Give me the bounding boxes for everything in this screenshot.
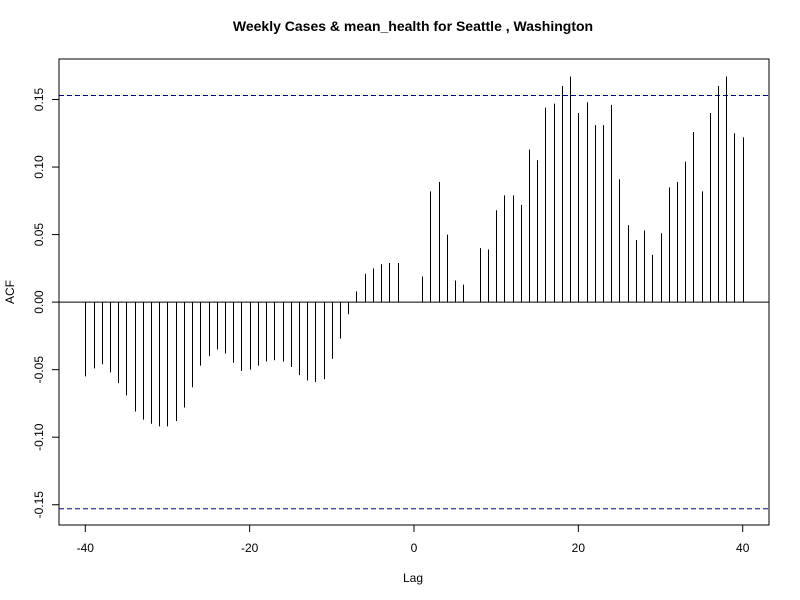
plot-area [59,76,769,510]
y-axis: -0.15 -0.10 -0.05 0.00 0.05 0.10 0.15 [32,88,59,519]
y-tick-label: -0.15 [32,491,46,519]
x-tick-label: -20 [241,541,259,555]
x-tick-label: 20 [572,541,586,555]
x-tick-label: -40 [77,541,95,555]
y-tick-label: 0.05 [32,223,46,247]
y-axis-label: ACF [3,280,17,304]
chart-title: Weekly Cases & mean_health for Seattle ,… [233,18,593,34]
y-tick-label: 0.10 [32,155,46,179]
y-tick-label: -0.05 [32,356,46,384]
x-tick-label: 40 [736,541,750,555]
plot-frame [58,58,770,526]
y-tick-label: -0.10 [32,423,46,451]
y-tick-label: 0.15 [32,88,46,112]
y-tick-label: 0.00 [32,290,46,314]
x-axis-label: Lag [403,571,423,585]
x-tick-label: 0 [411,541,418,555]
x-axis: -40 -20 0 20 40 [77,525,750,555]
